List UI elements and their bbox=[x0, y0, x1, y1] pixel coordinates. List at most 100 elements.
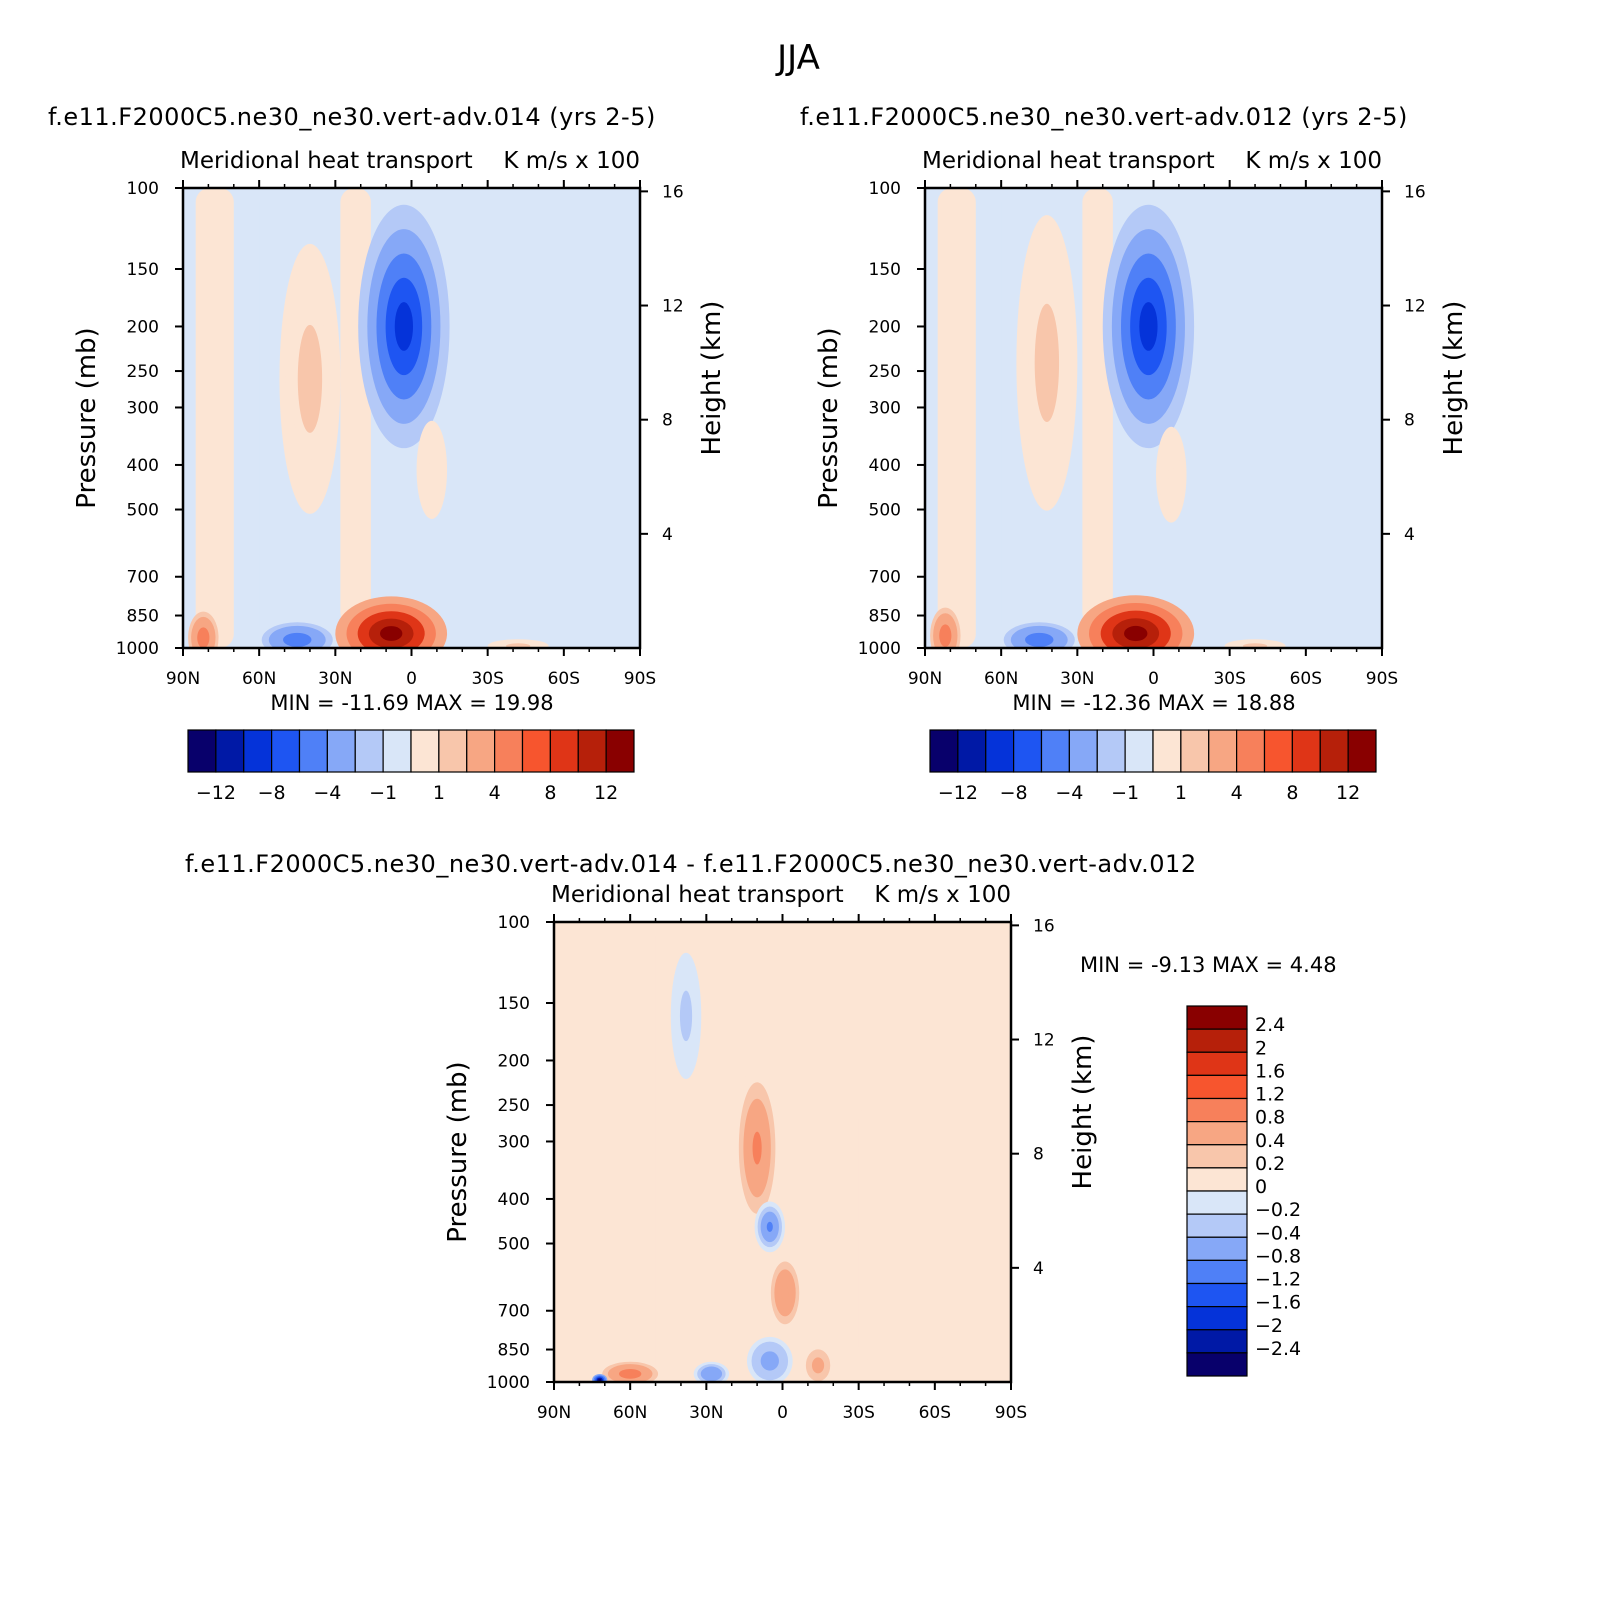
colorbar-label: 8 bbox=[1286, 782, 1298, 804]
colorbar-label: 0.4 bbox=[1255, 1130, 1285, 1152]
y-tick-label: 850 bbox=[127, 607, 159, 627]
stats-label: MIN = -11.69 MAX = 19.98 bbox=[270, 691, 553, 715]
y-tick-label: 700 bbox=[498, 1302, 530, 1322]
colorbar-box bbox=[1319, 729, 1349, 773]
colorbar-box bbox=[1263, 729, 1293, 773]
x-tick-label: 90S bbox=[624, 669, 656, 689]
colorbar-box bbox=[957, 729, 987, 773]
colorbar-label: −2 bbox=[1255, 1315, 1283, 1337]
subtitle-left: Meridional heat transport bbox=[922, 148, 1215, 174]
y-tick-label: 400 bbox=[498, 1190, 530, 1210]
field-contour-7-4 bbox=[814, 1361, 822, 1370]
x-tick-label: 0 bbox=[406, 669, 417, 689]
colorbar-box bbox=[929, 729, 959, 773]
colorbar-box bbox=[1186, 1028, 1248, 1053]
colorbar-box bbox=[1013, 729, 1043, 773]
y-tick-label: 850 bbox=[498, 1341, 530, 1361]
colorbar-box bbox=[1124, 729, 1154, 773]
colorbar-box bbox=[1152, 729, 1182, 773]
y-tick-label: 300 bbox=[127, 398, 159, 418]
y-right-tick-label: 4 bbox=[662, 525, 673, 545]
y-tick-label: 400 bbox=[869, 456, 901, 476]
y-tick-label: 100 bbox=[869, 179, 901, 199]
field-contour-9-4 bbox=[1248, 644, 1262, 648]
colorbar-box bbox=[1186, 1282, 1248, 1308]
colorbar-label: −4 bbox=[313, 782, 341, 804]
field-contour-5-4 bbox=[380, 626, 403, 641]
colorbar-box bbox=[1186, 1074, 1248, 1100]
colorbar-label: 2.4 bbox=[1255, 1014, 1285, 1036]
colorbar-label: 1 bbox=[433, 782, 445, 804]
y-tick-label: 1000 bbox=[487, 1373, 530, 1393]
field-contour-3-4 bbox=[752, 1131, 762, 1165]
y-axis-label: Pressure (mb) bbox=[443, 1061, 473, 1242]
field-contour-9-4 bbox=[512, 644, 525, 648]
colorbar-label: −12 bbox=[196, 782, 236, 804]
colorbar-label: −8 bbox=[258, 782, 286, 804]
y-right-tick-label: 16 bbox=[1404, 182, 1426, 202]
x-tick-label: 90S bbox=[1366, 669, 1398, 689]
field-band-2 bbox=[858, 1105, 948, 1361]
y-axis-label: Pressure (mb) bbox=[814, 327, 844, 508]
y-right-tick-label: 8 bbox=[1033, 1145, 1044, 1165]
panel-1-case-title: f.e11.F2000C5.ne30_ne30.vert-adv.014 (yr… bbox=[48, 103, 656, 131]
field-contour-6-4 bbox=[1168, 465, 1175, 485]
colorbar-label: −8 bbox=[1000, 782, 1028, 804]
x-tick-label: 30S bbox=[1213, 669, 1245, 689]
y-tick-label: 100 bbox=[127, 179, 159, 199]
subtitle-right: K m/s x 100 bbox=[503, 148, 640, 174]
x-tick-label: 30N bbox=[1060, 669, 1094, 689]
field-contour-5-4 bbox=[1124, 625, 1148, 642]
x-tick-label: 0 bbox=[777, 1403, 788, 1423]
y-axis-label: Pressure (mb) bbox=[72, 327, 102, 508]
colorbar-label: −12 bbox=[938, 782, 978, 804]
contour-field bbox=[554, 922, 1011, 1382]
field-contour-7-4 bbox=[1032, 636, 1047, 644]
colorbar-box bbox=[1347, 729, 1377, 773]
colorbar-label: 12 bbox=[594, 782, 618, 804]
y-tick-label: 500 bbox=[869, 501, 901, 521]
field-contour-5-4 bbox=[781, 1285, 789, 1301]
colorbar-box bbox=[1040, 729, 1070, 773]
colorbar-box bbox=[187, 729, 217, 773]
field-contour-3-4 bbox=[394, 302, 414, 351]
colorbar-label: 1.2 bbox=[1255, 1084, 1285, 1106]
colorbar-label: 0.8 bbox=[1255, 1107, 1285, 1129]
contour-field bbox=[183, 188, 640, 648]
colorbar-label: 12 bbox=[1336, 782, 1360, 804]
panel-1: 90N 60N 30N 0 30S 60S 90S 100 150 200 250 300 400 500… bbox=[72, 148, 727, 804]
colorbar-box bbox=[1186, 1121, 1248, 1146]
y-tick-label: 200 bbox=[127, 317, 159, 337]
colorbar-box bbox=[577, 729, 607, 773]
y-right-tick-label: 12 bbox=[662, 297, 684, 317]
colorbar-box bbox=[382, 729, 412, 773]
colorbar-box bbox=[438, 729, 468, 773]
y-axis-right-label: Height (km) bbox=[1439, 301, 1469, 456]
y-tick-label: 250 bbox=[869, 362, 901, 382]
colorbar-box bbox=[1180, 729, 1210, 773]
x-tick-label: 60S bbox=[919, 1403, 951, 1423]
x-tick-label: 30N bbox=[689, 1403, 723, 1423]
y-tick-label: 700 bbox=[127, 568, 159, 588]
colorbar-label: −1 bbox=[369, 782, 397, 804]
colorbar-box bbox=[1236, 729, 1266, 773]
colorbar-box bbox=[521, 729, 551, 773]
panel-3: 90N 60N 30N 0 30S 60S 90S 100 150 200 250 300 400 500… bbox=[443, 882, 1337, 1423]
colorbar-box bbox=[215, 729, 245, 773]
colorbar-box bbox=[1186, 1329, 1248, 1354]
y-tick-label: 200 bbox=[869, 317, 901, 337]
field-contour-11-4 bbox=[682, 1003, 690, 1029]
colorbar-box bbox=[298, 729, 328, 773]
colorbar-label: −4 bbox=[1055, 782, 1083, 804]
y-tick-label: 1000 bbox=[858, 639, 901, 659]
y-tick-label: 700 bbox=[869, 568, 901, 588]
field-band-0 bbox=[195, 188, 234, 648]
y-axis-right-label: Height (km) bbox=[697, 301, 727, 456]
field-contour-10-4 bbox=[598, 1378, 602, 1382]
colorbar-box bbox=[466, 729, 496, 773]
x-tick-label: 90S bbox=[995, 1403, 1027, 1423]
y-right-tick-label: 4 bbox=[1404, 525, 1415, 545]
y-tick-label: 150 bbox=[869, 260, 901, 280]
y-right-tick-label: 4 bbox=[1033, 1259, 1044, 1279]
